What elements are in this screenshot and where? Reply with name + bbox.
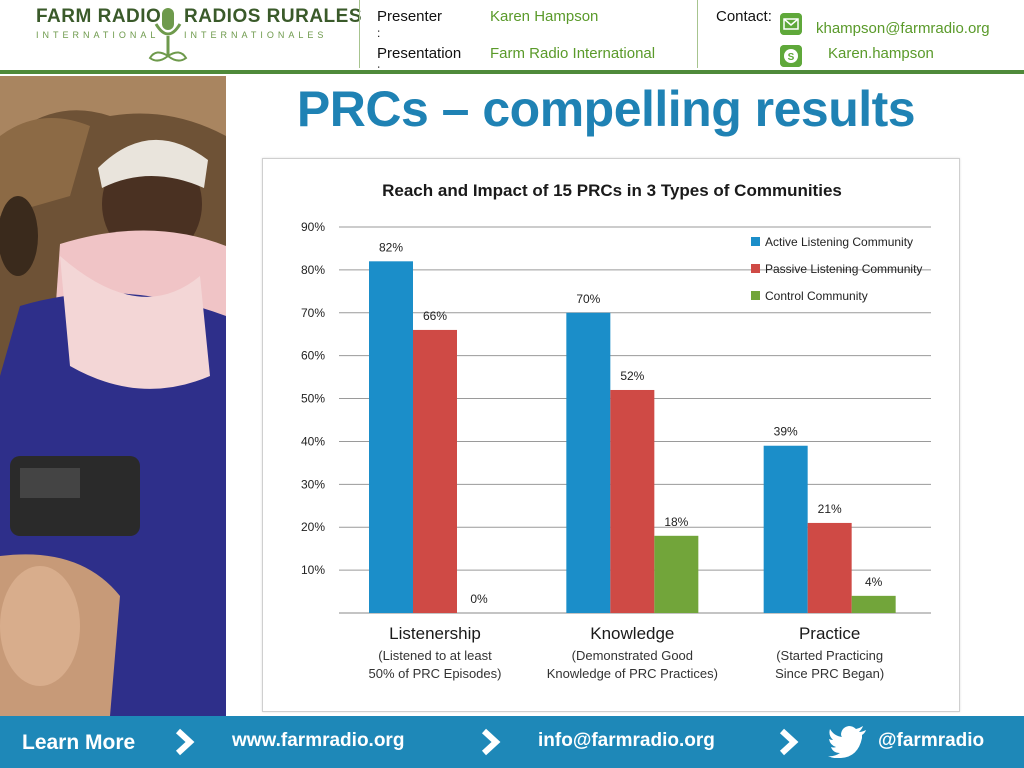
bar-chart: Reach and Impact of 15 PRCs in 3 Types o… xyxy=(301,181,931,681)
chevron-right-icon xyxy=(779,728,799,756)
category-sublabel: 50% of PRC Episodes) xyxy=(369,666,502,681)
logo-radios-rurales-sub: INTERNATIONALES xyxy=(184,30,328,40)
legend-label: Control Community xyxy=(765,289,868,303)
header-divider xyxy=(697,0,698,68)
presentation-label: Presentation xyxy=(377,45,462,62)
footer-bar: Learn More www.farmradio.org info@farmra… xyxy=(0,716,1024,768)
header-underline xyxy=(0,70,1024,74)
data-label: 82% xyxy=(379,240,403,254)
twitter-handle[interactable]: @farmradio xyxy=(878,730,985,751)
skype-icon: S xyxy=(780,45,802,67)
data-label: 70% xyxy=(576,292,600,306)
logo-farm-radio-sub: INTERNATIONAL xyxy=(36,30,160,40)
contact-email[interactable]: khampson@farmradio.org xyxy=(816,20,990,37)
presenter-value: Karen Hampson xyxy=(490,8,599,25)
legend-swatch xyxy=(751,291,760,300)
logo-farm-radio: FARM RADIO xyxy=(36,6,162,27)
y-tick-label: 30% xyxy=(301,477,325,491)
presentation-value: Farm Radio International xyxy=(490,45,656,62)
category-label: Practice xyxy=(799,624,860,643)
data-label: 66% xyxy=(423,309,447,323)
bar xyxy=(807,522,852,613)
y-tick-label: 70% xyxy=(301,306,325,320)
legend-label: Active Listening Community xyxy=(765,235,913,249)
svg-text:S: S xyxy=(788,52,795,63)
bar xyxy=(413,329,457,613)
bar xyxy=(369,261,413,613)
data-label: 18% xyxy=(664,515,688,529)
website-link[interactable]: www.farmradio.org xyxy=(232,730,405,751)
bar xyxy=(610,389,655,613)
bar xyxy=(654,535,699,613)
logo-radios-rurales: RADIOS RURALES xyxy=(184,6,363,27)
chart-title: Reach and Impact of 15 PRCs in 3 Types o… xyxy=(382,181,842,200)
bar xyxy=(566,312,611,613)
category-sublabel: Knowledge of PRC Practices) xyxy=(547,666,718,681)
mail-icon xyxy=(780,13,802,35)
y-tick-label: 20% xyxy=(301,520,325,534)
twitter-bird-icon xyxy=(828,726,866,758)
y-tick-label: 60% xyxy=(301,349,325,363)
data-label: 21% xyxy=(818,502,842,516)
category-sublabel: (Listened to at least xyxy=(378,648,492,663)
chevron-right-icon xyxy=(175,728,195,756)
contact-label: Contact: xyxy=(716,8,772,25)
email-link[interactable]: info@farmradio.org xyxy=(538,730,715,751)
presenter-colon: : xyxy=(377,26,381,40)
category-sublabel: (Demonstrated Good xyxy=(572,648,693,663)
y-tick-label: 90% xyxy=(301,220,325,234)
data-label: 52% xyxy=(620,369,644,383)
legend-label: Passive Listening Community xyxy=(765,262,922,276)
microphone-logo-icon xyxy=(148,8,188,62)
y-tick-label: 10% xyxy=(301,563,325,577)
y-tick-label: 50% xyxy=(301,392,325,406)
legend-swatch xyxy=(751,237,760,246)
category-sublabel: (Started Practicing xyxy=(776,648,883,663)
bar xyxy=(851,595,896,613)
data-label: 4% xyxy=(865,575,883,589)
chart-frame: Reach and Impact of 15 PRCs in 3 Types o… xyxy=(262,158,960,712)
category-sublabel: Since PRC Began) xyxy=(775,666,884,681)
data-label: 39% xyxy=(774,425,798,439)
category-label: Listenership xyxy=(389,624,481,643)
presentation-colon: : xyxy=(377,62,381,76)
data-label: 0% xyxy=(470,592,488,606)
header-bar: FARM RADIO INTERNATIONAL RADIOS RURALES … xyxy=(0,0,1024,76)
category-label: Knowledge xyxy=(590,624,674,643)
legend-swatch xyxy=(751,264,760,273)
contact-skype: Karen.hampson xyxy=(828,45,934,62)
chevron-right-icon xyxy=(481,728,501,756)
y-tick-label: 40% xyxy=(301,434,325,448)
header-divider xyxy=(359,0,360,68)
y-tick-label: 80% xyxy=(301,263,325,277)
presenter-label: Presenter xyxy=(377,8,443,25)
slide-title: PRCs – compelling results xyxy=(296,81,916,137)
bar xyxy=(763,445,808,613)
learn-more-text: Learn More xyxy=(22,731,136,754)
farmer-photo xyxy=(0,76,226,716)
